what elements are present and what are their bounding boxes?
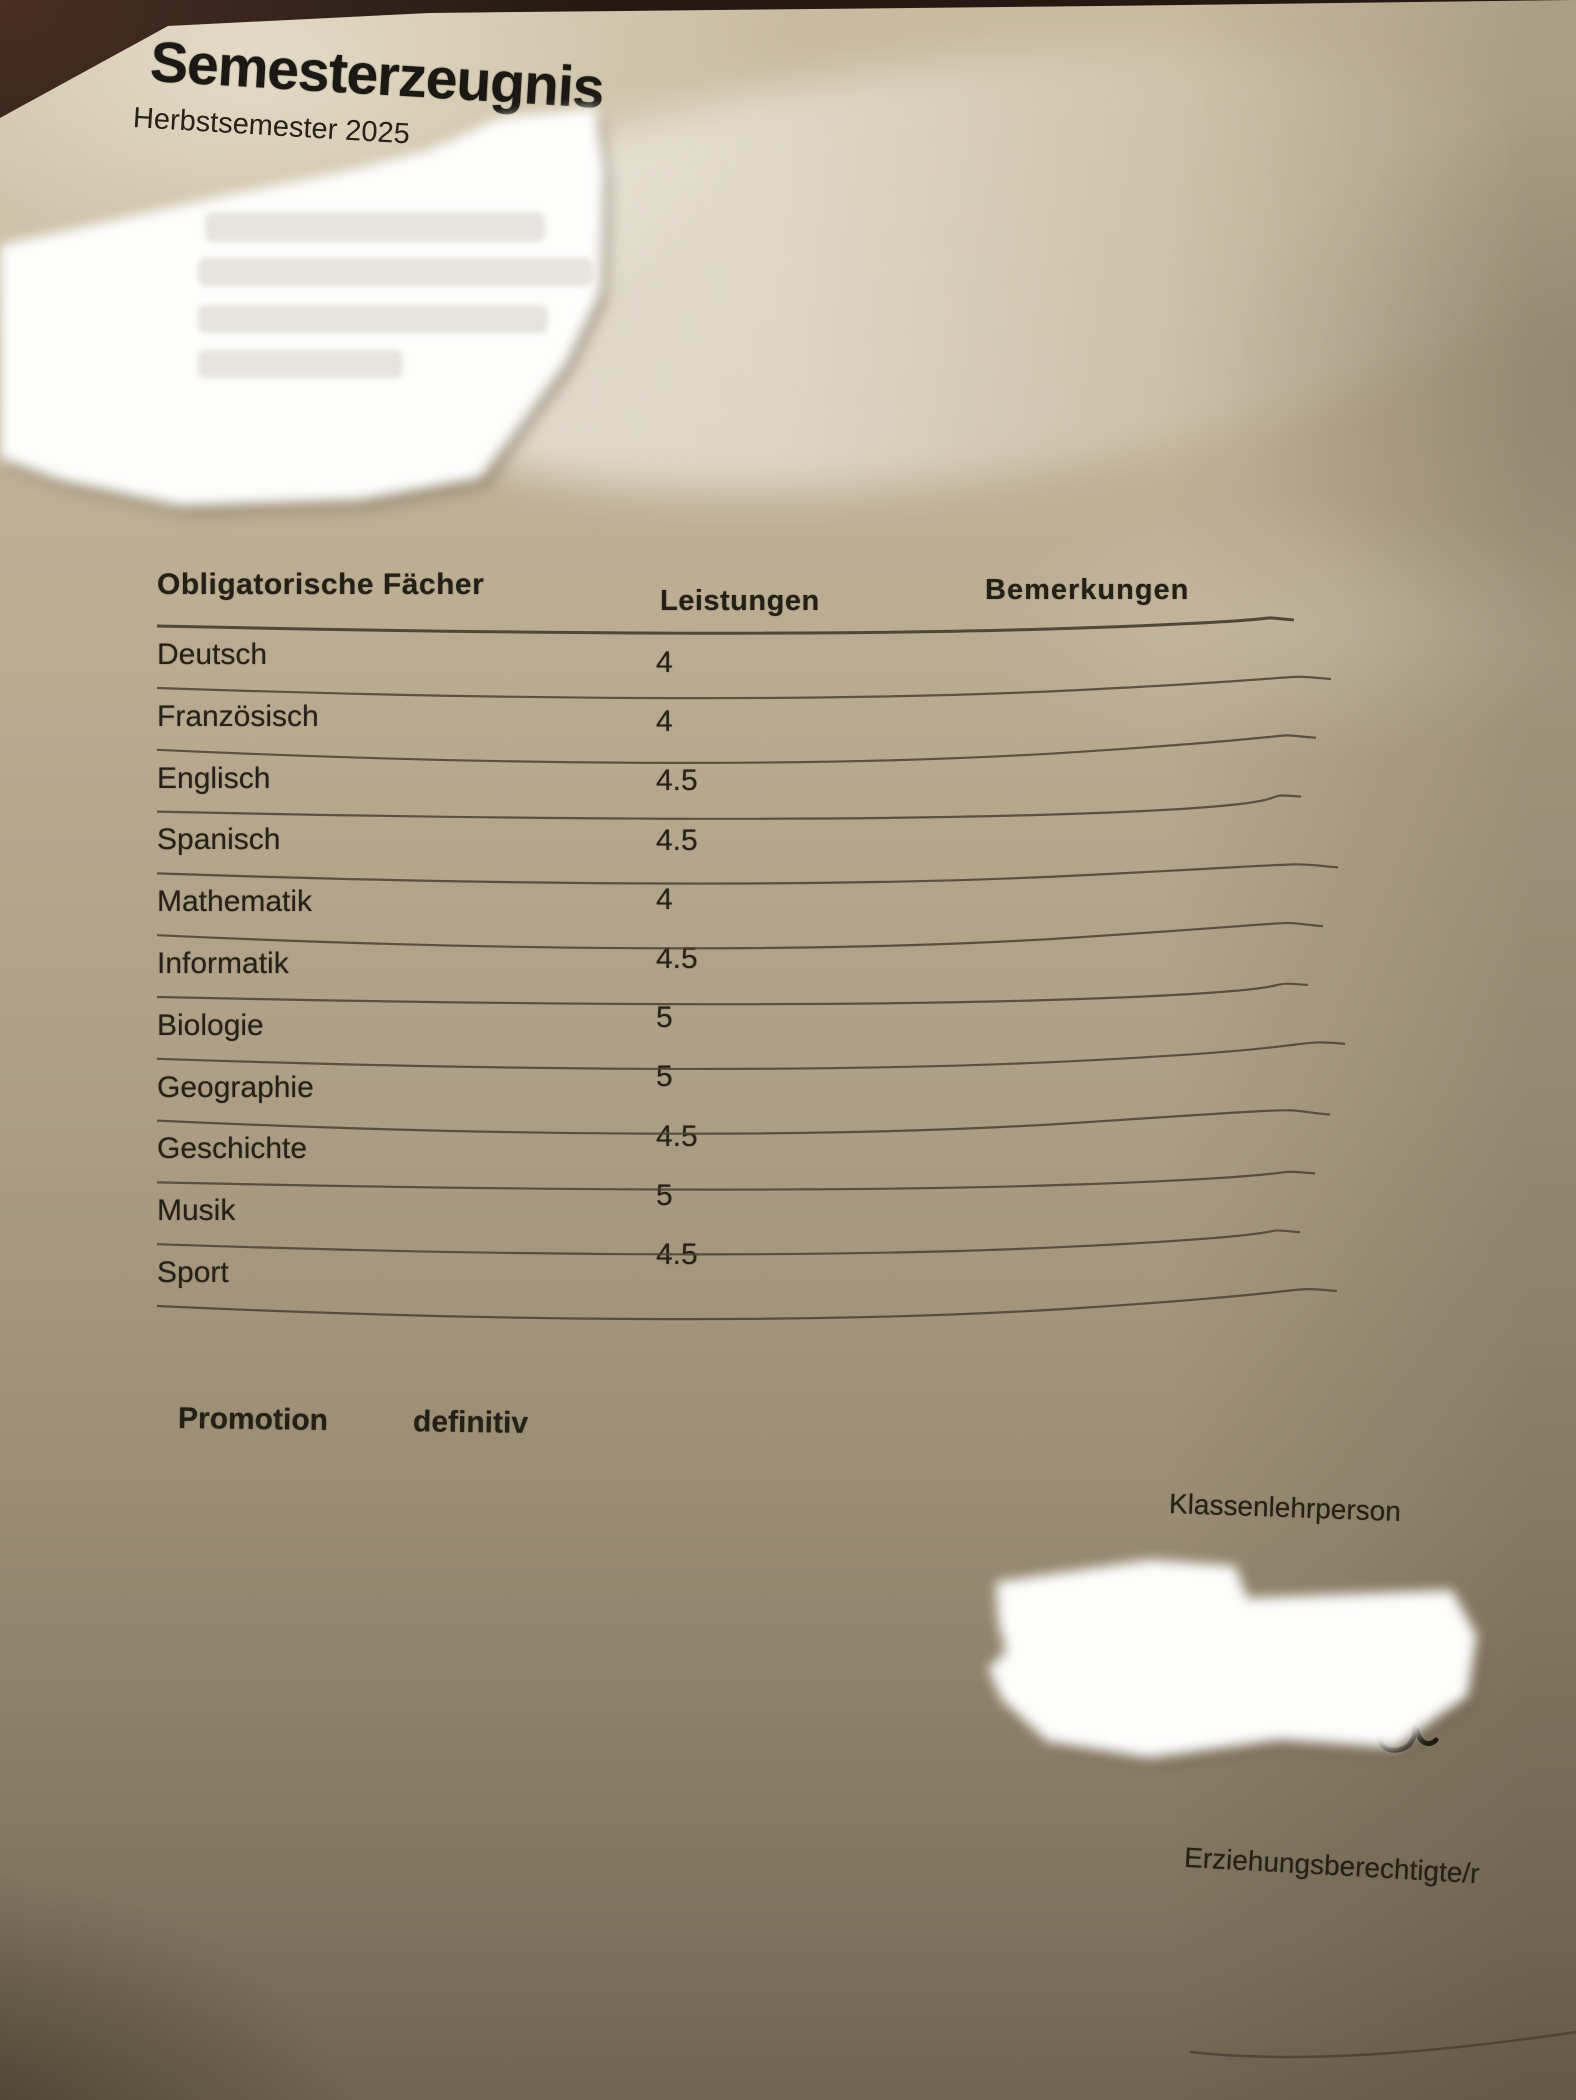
table-row: Französisch 4 xyxy=(0,699,1576,762)
subject-label: Deutsch xyxy=(157,638,268,671)
table-row: Sport 4.5 xyxy=(0,1240,1576,1318)
grade-value: 5 xyxy=(656,1001,673,1035)
table-row: Informatik 4.5 xyxy=(0,944,1576,1009)
grade-value: 4 xyxy=(656,705,673,739)
table-row: Geographie 5 xyxy=(0,1062,1576,1133)
table-row: Biologie 5 xyxy=(0,1003,1576,1071)
table-row: Geschichte 4.5 xyxy=(0,1121,1576,1194)
promotion-value: definitiv xyxy=(412,1405,529,1440)
grade-value: 5 xyxy=(656,1178,673,1212)
subject-label: Englisch xyxy=(157,761,271,795)
subject-label: Geschichte xyxy=(157,1132,308,1166)
subject-label: Französisch xyxy=(157,699,319,733)
column-header-subjects: Obligatorische Fächer xyxy=(157,568,485,601)
column-header-grades: Leistungen xyxy=(660,585,820,617)
grade-value: 4.5 xyxy=(656,1238,698,1271)
table-row: Deutsch 4 xyxy=(0,640,1576,700)
table-row: Musik 5 xyxy=(0,1180,1576,1256)
table-row: Englisch 4.5 xyxy=(0,761,1576,824)
grade-value: 5 xyxy=(656,1060,673,1094)
grade-value: 4.5 xyxy=(656,764,698,798)
grade-value: 4.5 xyxy=(656,823,698,857)
table-row: Spanisch 4.5 xyxy=(0,825,1576,885)
grade-value: 4.5 xyxy=(656,942,698,975)
subject-label: Musik xyxy=(157,1194,236,1228)
table-row: Mathematik 4 xyxy=(0,882,1576,947)
subject-label: Spanisch xyxy=(157,823,281,857)
subject-label: Mathematik xyxy=(157,885,313,919)
promotion-label: Promotion xyxy=(177,1401,329,1438)
grade-value: 4.5 xyxy=(656,1119,698,1153)
subject-label: Geographie xyxy=(157,1070,314,1104)
grade-value: 4 xyxy=(656,646,673,679)
subject-label: Biologie xyxy=(157,1008,264,1042)
column-header-remarks: Bemerkungen xyxy=(985,574,1190,606)
grade-value: 4 xyxy=(656,882,673,916)
subject-label: Informatik xyxy=(157,947,289,980)
subject-label: Sport xyxy=(157,1256,229,1289)
